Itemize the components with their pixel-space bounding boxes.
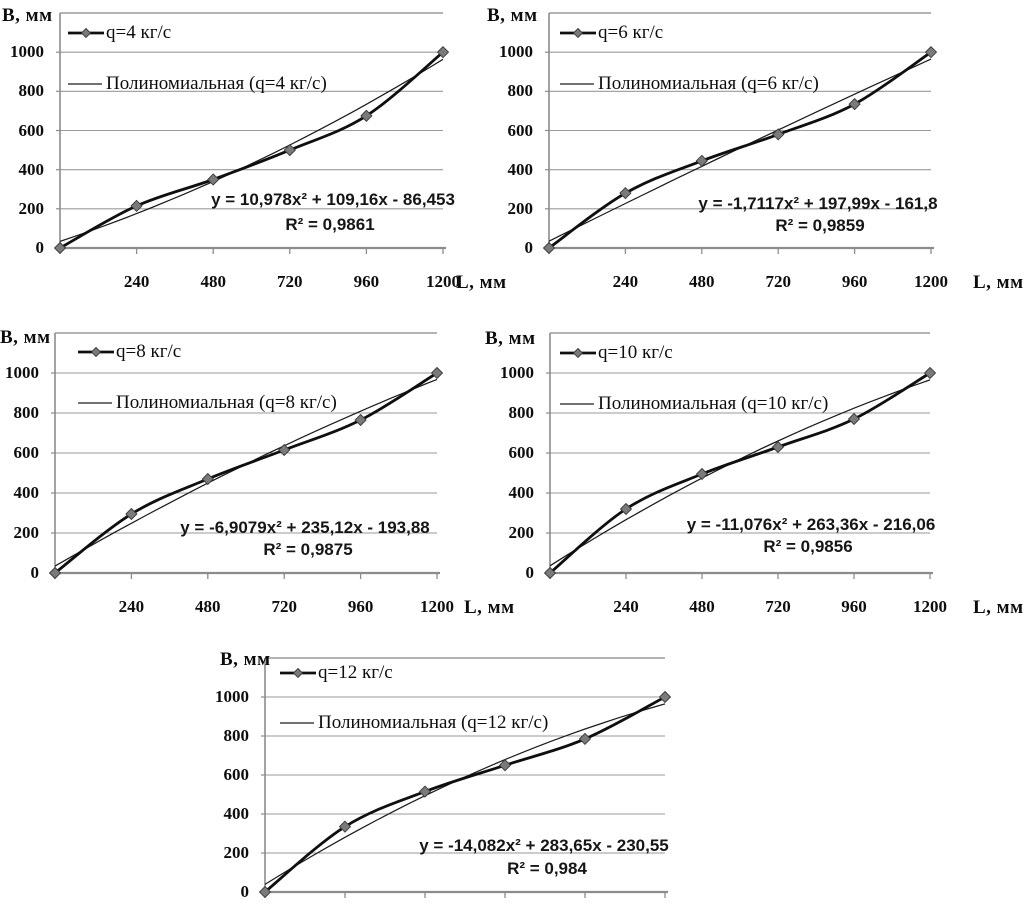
data-point-marker: [130, 199, 143, 213]
data-point-marker: [924, 46, 938, 59]
data-point-marker: [418, 785, 432, 798]
trendline: [548, 58, 932, 242]
data-point-marker: [360, 109, 373, 122]
series-line: [548, 371, 932, 575]
data-point-marker: [578, 732, 592, 746]
data-point-marker: [847, 412, 861, 426]
data-point-marker: [619, 187, 632, 200]
trendline: [54, 378, 438, 567]
data-point-marker: [201, 472, 214, 486]
data-point-marker: [542, 241, 556, 255]
data-point-marker: [430, 366, 444, 380]
data-point-marker: [338, 820, 352, 833]
data-point-marker: [207, 173, 220, 186]
data-point-marker: [848, 97, 861, 111]
data-point-marker: [48, 566, 62, 580]
data-point-marker: [283, 143, 296, 157]
series-line: [547, 50, 933, 250]
data-point-marker: [258, 885, 272, 899]
legend-series-marker: [292, 667, 304, 679]
legend-series-marker: [572, 27, 584, 39]
data-point-marker: [772, 128, 785, 141]
series-line: [58, 50, 445, 250]
data-point-marker: [658, 690, 672, 704]
data-point-marker: [125, 507, 138, 521]
data-point-marker: [695, 467, 709, 481]
data-point-marker: [436, 46, 450, 59]
data-point-marker: [695, 154, 708, 167]
data-point-marker: [619, 502, 633, 516]
trendline: [59, 58, 444, 242]
data-point-marker: [498, 759, 512, 772]
legend-series-marker: [90, 346, 102, 358]
data-point-marker: [278, 443, 291, 457]
series-line: [53, 371, 439, 575]
data-point-marker: [354, 413, 367, 427]
legend-series-marker: [572, 347, 584, 359]
series-line: [263, 695, 667, 894]
data-point-marker: [923, 366, 937, 380]
data-point-marker: [53, 241, 67, 255]
data-point-marker: [771, 440, 785, 454]
legend-series-marker: [80, 27, 92, 39]
data-point-marker: [543, 566, 557, 580]
